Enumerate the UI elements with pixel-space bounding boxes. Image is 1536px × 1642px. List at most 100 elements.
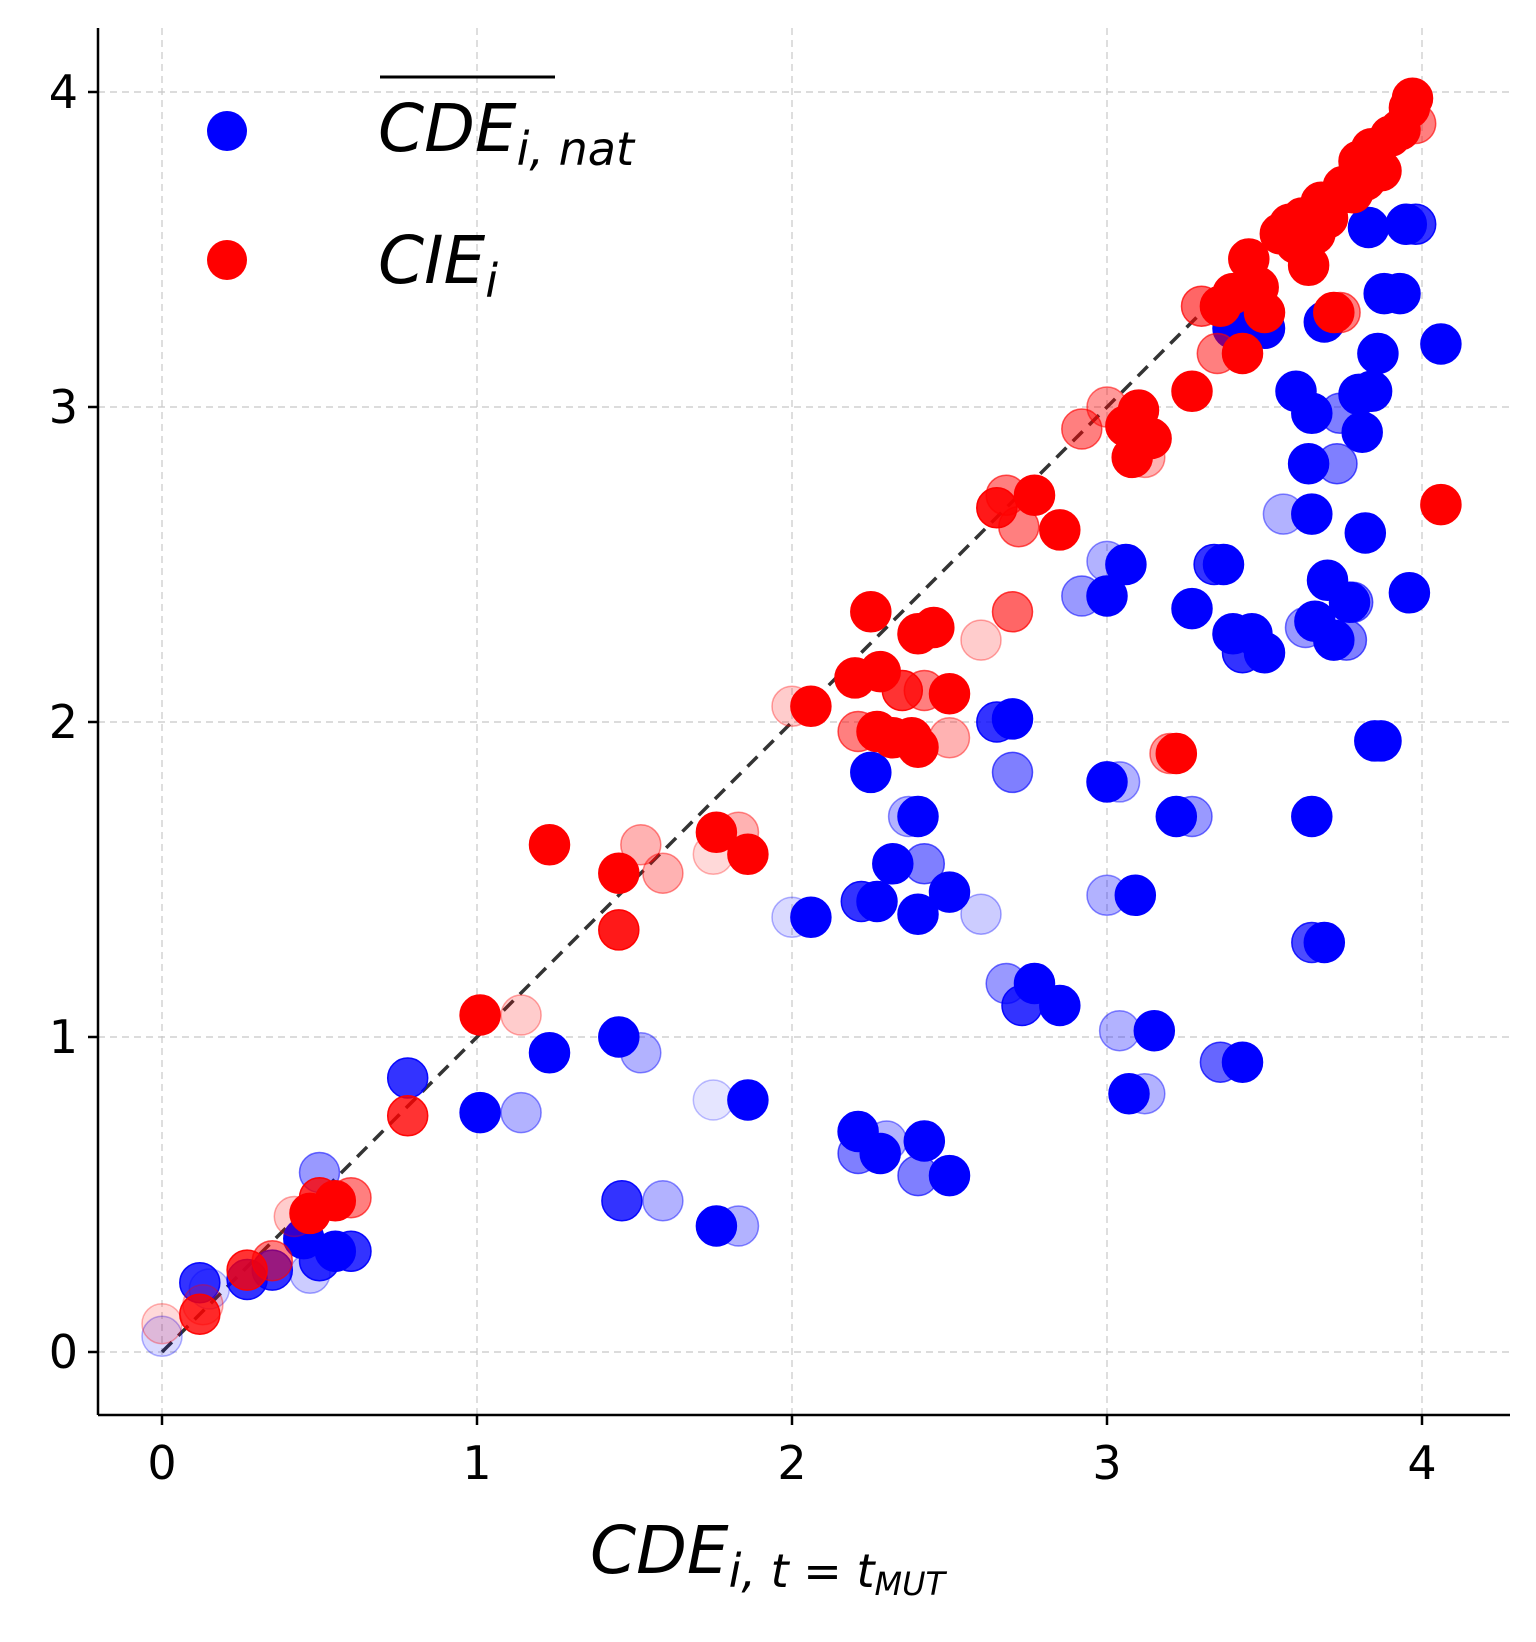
data-point-cde [695,1205,738,1247]
data-point-cie [1420,483,1462,526]
data-point-cde [1379,272,1421,315]
data-point-cie [459,994,501,1036]
data-point-cde [1350,370,1393,413]
x-tick-label: 0 [147,1436,176,1490]
y-tick-label: 3 [49,380,78,434]
y-tick-label: 2 [49,695,78,749]
data-point-cie [991,591,1034,633]
data-point-cde [1291,795,1333,838]
data-point-cie [179,1293,221,1335]
data-point-cde [1086,761,1128,803]
data-point-cde [386,1057,429,1099]
data-point-cie [1221,332,1264,375]
data-point-cde [928,1154,971,1197]
data-point-cde [1316,442,1358,485]
data-point-cde [771,896,813,939]
legend-label-cde: CDEi, nat [378,90,636,176]
data-point-cde [1347,206,1390,249]
legend-marker-cde [207,111,247,151]
data-point-cie [1171,370,1213,413]
data-point-cie [1394,102,1437,145]
data-point-cde [500,1091,542,1134]
data-point-cde [459,1091,501,1134]
y-tick-label: 4 [49,65,78,119]
data-point-cde [928,871,971,913]
legend-marker-cie [207,240,247,280]
data-point-cie [386,1095,429,1137]
data-point-cde [1086,575,1128,617]
data-point-cie [850,591,892,633]
data-point-cde [601,1180,643,1222]
data-point-cie [695,811,738,854]
data-point-cie [928,717,971,759]
data-point-cie [897,726,939,768]
data-point-cde [790,896,832,939]
data-point-cde [1291,493,1333,535]
data-point-cde [1360,720,1402,762]
x-tick-label: 4 [1407,1436,1436,1490]
data-point-cde [598,1016,640,1058]
data-point-cie [960,619,1002,661]
data-point-cde [1344,512,1387,554]
y-tick-label: 1 [49,1010,78,1064]
data-point-cde [1114,874,1157,917]
ticks: 0 1 2 3 4 0 1 2 3 4 [49,65,1437,1490]
data-point-cde [1155,795,1198,838]
legend-label-cie: CIEi [378,222,498,308]
legend: CDEi, nat CIEi [207,75,636,308]
data-point-cie [1360,150,1402,192]
data-point-cde [620,1032,662,1074]
data-point-cde [1105,543,1147,586]
data-point-cde [1420,323,1462,365]
x-tick-label: 3 [1092,1436,1121,1490]
data-point-cie [500,994,542,1036]
data-point-cie [1124,436,1166,479]
data-point-cie [1155,732,1198,775]
data-point-cie [330,1176,372,1219]
data-point-cde [1243,631,1286,674]
data-point-cie [1039,509,1081,551]
data-point-cde [856,880,898,923]
series-cie [141,77,1462,1345]
x-axis-label: CDEi, t = tMUT [590,1512,948,1603]
data-point-cie [598,909,640,951]
data-point-cie [598,852,640,894]
data-point-cie [1319,291,1361,334]
data-point-cde [1394,203,1437,246]
data-point-cde [903,1120,946,1162]
data-point-cde [1325,619,1368,661]
data-point-cde [1171,587,1213,630]
data-point-cde [141,1315,183,1358]
data-point-cie [928,672,971,715]
data-point-cie [1013,474,1056,516]
data-point-cie [1243,291,1286,334]
data-point-cie [1130,417,1172,460]
data-point-cie [182,1284,224,1326]
x-tick-label: 1 [462,1436,491,1490]
data-point-cde [991,751,1034,794]
data-point-cde [642,1180,684,1222]
data-point-cie [913,606,955,649]
data-point-cde [897,795,939,838]
data-point-cie [727,833,769,876]
data-point-cde [727,1079,769,1121]
data-point-cde [528,1032,571,1074]
data-point-cde [1388,572,1431,614]
data-point-cie [141,1302,183,1345]
data-points [141,77,1462,1358]
data-point-cie [642,852,684,894]
grid-lines [98,28,1510,1415]
data-point-cde [897,893,939,935]
data-point-cde [991,698,1034,740]
data-point-cde [330,1230,372,1272]
data-point-cde [717,1205,760,1247]
x-tick-label: 2 [777,1436,806,1490]
data-point-cde [865,1120,908,1162]
data-point-cde [1331,581,1374,624]
data-point-cde [903,843,946,885]
data-point-cde [1303,921,1346,964]
data-point-cde [1341,411,1383,453]
data-point-cde [1357,332,1399,375]
data-point-cde [850,751,892,794]
